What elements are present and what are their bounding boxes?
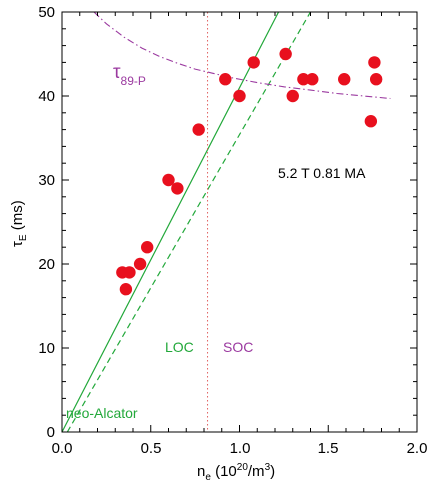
- data-point: [133, 257, 147, 271]
- y-axis-title-main: τ: [9, 241, 26, 247]
- x-axis-title-close: ): [270, 463, 275, 480]
- neo-alcator-dashed-line: [66, 12, 312, 432]
- data-point: [279, 47, 292, 61]
- x-axis-title-sup: 20: [237, 462, 249, 473]
- y-tick-label: 0: [47, 424, 55, 441]
- data-point: [338, 73, 351, 86]
- x-tick-label: 0.5: [141, 440, 162, 457]
- x-axis-title-rest: (10: [211, 463, 237, 480]
- tau-89p-curve: [93, 12, 391, 100]
- x-tick-label: 0.0: [52, 440, 73, 457]
- neo-alcator-line: [62, 12, 280, 432]
- y-tick-label: 20: [38, 256, 55, 273]
- loc-label: LOC: [165, 339, 194, 355]
- data-point: [368, 56, 381, 69]
- y-tick-label: 50: [38, 4, 55, 21]
- x-axis-title: ne (1020/m3): [197, 462, 275, 483]
- data-point: [162, 173, 175, 187]
- x-tick-label: 1.5: [318, 440, 339, 457]
- x-tick-labels: 0.0 0.5 1.0 1.5 2.0: [52, 440, 428, 457]
- tau-89p-subscript: 89-P: [121, 74, 146, 88]
- y-tick-labels: 0 10 20 30 40 50: [38, 4, 55, 441]
- data-point: [306, 73, 319, 86]
- data-point: [297, 73, 310, 86]
- data-point: [369, 73, 383, 86]
- plot-lines: [62, 12, 391, 432]
- y-tick-label: 40: [38, 88, 55, 105]
- data-point: [247, 56, 260, 69]
- data-point: [192, 123, 205, 136]
- data-point: [219, 73, 232, 86]
- tau-89p-label: τ89-P: [113, 62, 146, 88]
- x-axis-title-sub: e: [205, 472, 211, 483]
- tau-89p-symbol: τ: [113, 62, 121, 83]
- axis-ticks: [61, 11, 418, 433]
- y-axis-title: τE (ms): [9, 200, 29, 247]
- data-point: [364, 115, 378, 128]
- data-point: [286, 89, 299, 103]
- conditions-label: 5.2 T 0.81 MA: [278, 165, 366, 181]
- data-points: [116, 47, 383, 296]
- x-axis-title-sup2: 3: [265, 462, 271, 473]
- y-axis-title-rest: (ms): [9, 200, 26, 234]
- data-point: [123, 266, 136, 279]
- x-tick-label: 1.0: [230, 440, 251, 457]
- x-axis-title-end: /m: [248, 463, 265, 480]
- y-tick-label: 30: [38, 172, 55, 189]
- y-tick-label: 10: [38, 340, 55, 357]
- y-axis-title-sub: E: [18, 234, 29, 241]
- soc-label: SOC: [223, 339, 253, 355]
- data-point: [171, 182, 184, 195]
- data-point: [233, 89, 246, 103]
- data-point: [119, 283, 133, 296]
- neo-alcator-label: neo-Alcator: [66, 405, 138, 421]
- data-point: [141, 241, 154, 254]
- x-tick-label: 2.0: [407, 440, 428, 457]
- x-axis-title-main: n: [197, 463, 205, 480]
